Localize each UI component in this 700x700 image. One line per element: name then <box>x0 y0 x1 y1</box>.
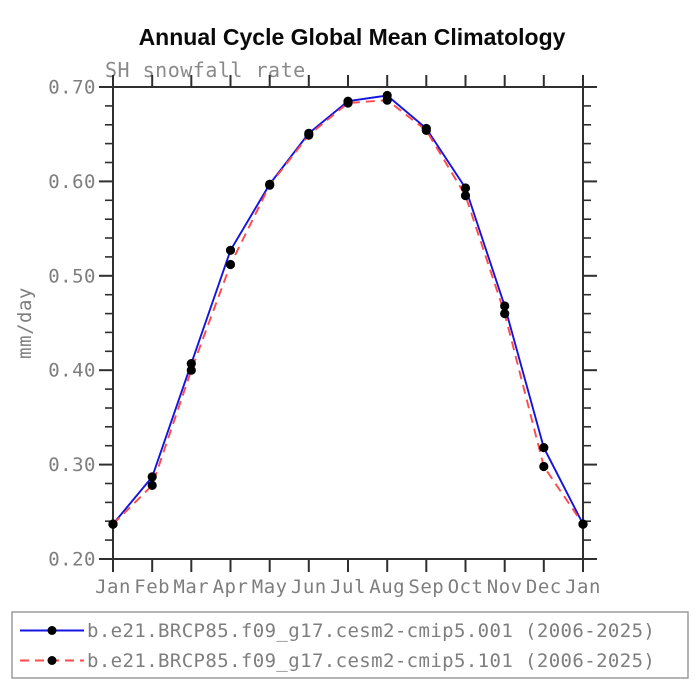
y-axis-label: mm/day <box>14 287 36 359</box>
chart-subtitle: SH snowfall rate <box>105 58 306 82</box>
data-point-marker-s2 <box>265 180 275 190</box>
y-tick-label: 0.30 <box>48 454 96 476</box>
data-point-marker-s2 <box>421 125 431 135</box>
data-point-marker-s2 <box>578 519 588 529</box>
data-point-marker-s2 <box>186 365 196 375</box>
data-point-marker-s2 <box>500 309 510 319</box>
x-tick-label: May <box>252 576 288 598</box>
data-point-marker-s2 <box>225 259 236 270</box>
x-tick-label: Jan <box>95 576 131 598</box>
x-tick-label: Mar <box>173 576 209 598</box>
x-tick-label: Sep <box>408 576 444 598</box>
y-tick-label: 0.50 <box>48 265 96 287</box>
data-point-marker-s1 <box>539 443 549 453</box>
data-point-marker-s1 <box>186 359 196 369</box>
legend-marker-series2 <box>47 656 57 665</box>
x-tick-label: Dec <box>526 576 562 598</box>
data-point-marker-s1 <box>147 472 157 482</box>
series-line-1 <box>112 94 584 525</box>
legend-marker-series1 <box>47 626 57 635</box>
data-point-marker-s2 <box>108 519 118 529</box>
y-tick-label: 0.70 <box>48 77 96 99</box>
y-tick-label: 0.20 <box>48 549 96 571</box>
legend-label-series2: b.e21.BRCP85.f09_g17.cesm2-cmip5.101 (20… <box>87 650 655 672</box>
legend-box <box>11 611 689 679</box>
series-line-2 <box>112 99 584 525</box>
x-tick-label: Nov <box>487 576 523 598</box>
x-tick-label: Aug <box>369 576 405 598</box>
legend-label-series1: b.e21.BRCP85.f09_g17.cesm2-cmip5.001 (20… <box>87 620 655 642</box>
data-point-marker-s2 <box>460 191 471 201</box>
chart-title: Annual Cycle Global Mean Climatology <box>139 24 566 50</box>
data-point-marker-s1 <box>225 245 236 255</box>
x-tick-label: Jan <box>565 576 601 598</box>
y-tick-label: 0.40 <box>48 360 96 382</box>
x-tick-label: Oct <box>448 576 484 598</box>
data-point-marker-s2 <box>382 95 392 105</box>
x-tick-label: Apr <box>213 576 249 598</box>
data-point-marker-s2 <box>304 130 314 140</box>
data-point-marker-s2 <box>147 480 157 490</box>
y-tick-label: 0.60 <box>48 171 96 193</box>
data-point-marker-s2 <box>343 98 353 108</box>
data-point-marker-s1 <box>460 183 471 193</box>
x-tick-label: Jun <box>291 576 327 598</box>
x-tick-label: Feb <box>134 576 170 598</box>
data-point-marker-s2 <box>539 461 549 472</box>
plot-series <box>108 90 588 529</box>
data-point-marker-s1 <box>500 301 510 311</box>
plot-frame <box>112 86 584 560</box>
legend: b.e21.BRCP85.f09_g17.cesm2-cmip5.001 (20… <box>11 611 689 679</box>
x-tick-label: Jul <box>330 576 366 598</box>
